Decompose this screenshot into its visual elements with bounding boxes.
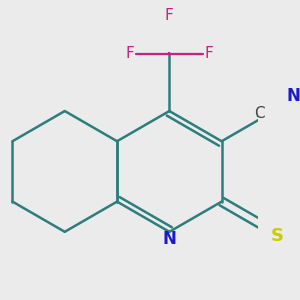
Text: N: N	[286, 87, 300, 105]
Text: F: F	[165, 8, 174, 23]
Text: S: S	[271, 227, 284, 245]
Text: C: C	[254, 106, 265, 121]
Text: N: N	[162, 230, 176, 248]
Text: F: F	[205, 46, 213, 61]
Text: F: F	[125, 46, 134, 61]
